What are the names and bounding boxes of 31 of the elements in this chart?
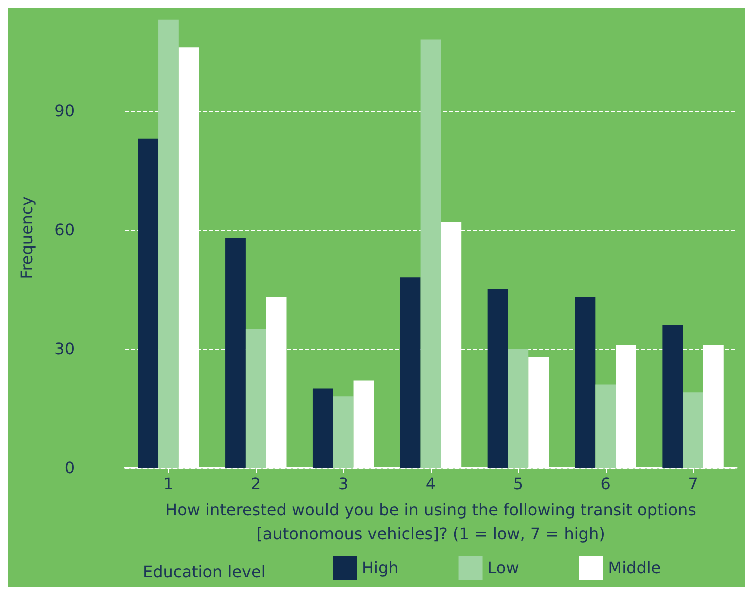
x-tick-label: 6 [600, 474, 611, 494]
x-tick-label: 2 [251, 474, 262, 494]
bar [420, 40, 442, 468]
bar [662, 325, 684, 468]
bar [683, 392, 704, 468]
x-tick-label: 7 [688, 474, 698, 494]
x-tick-label: 3 [338, 474, 349, 494]
bar [508, 349, 529, 468]
y-tick-label: 0 [64, 458, 75, 478]
y-tick-label: 30 [54, 340, 75, 359]
y-tick-label: 60 [54, 220, 75, 240]
legend-label: Middle [608, 558, 662, 578]
legend-label: High [362, 558, 399, 578]
bar [575, 297, 596, 468]
bar [333, 396, 354, 468]
x-tick-label: 4 [426, 474, 436, 494]
bar [138, 138, 159, 468]
y-axis-title: Frequency [18, 196, 36, 280]
bar [246, 329, 266, 468]
x-axis-title: How interested would you be in using the following transit options [autonomous vehicles]? (1 = low, 7 = high) [166, 500, 696, 544]
x-tick-label: 1 [164, 474, 174, 494]
legend-title: Education level [143, 562, 266, 582]
bar [488, 290, 508, 468]
bar [596, 384, 616, 468]
bar [400, 278, 421, 468]
bar [158, 20, 179, 468]
bar [226, 238, 246, 468]
legend-label: Low [488, 558, 520, 578]
x-tick-label: 5 [513, 474, 524, 494]
y-tick-label: 90 [54, 102, 75, 121]
bar [312, 388, 334, 468]
